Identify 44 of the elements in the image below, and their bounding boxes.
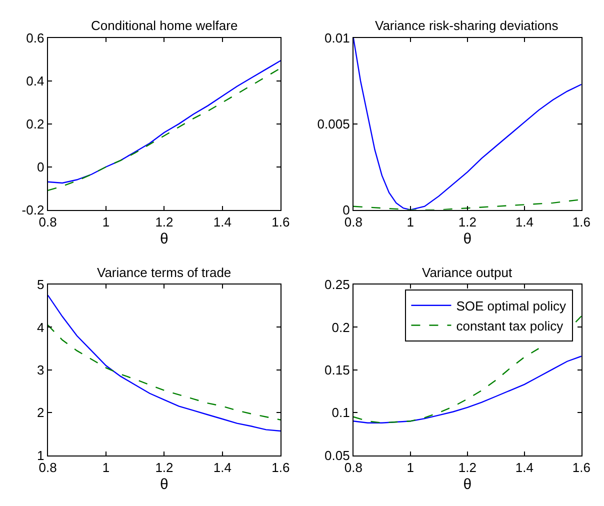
- y-tick-label: 0: [36, 159, 44, 174]
- y-tick-label: 0.15: [324, 362, 350, 378]
- y-tick-label: 0.6: [26, 30, 44, 46]
- y-tick-label: 0.005: [317, 116, 350, 132]
- x-tick-label: 1.6: [272, 460, 290, 475]
- x-axis-title: θ: [463, 476, 472, 493]
- chart-title: Variance terms of trade: [97, 265, 232, 280]
- x-tick-label: 1.2: [458, 214, 476, 230]
- x-tick-label: 1.4: [515, 460, 534, 475]
- x-axis-title: θ: [160, 476, 168, 493]
- y-tick-label: 4: [36, 320, 44, 335]
- y-tick-label: 0.25: [324, 277, 350, 292]
- line-series: [48, 324, 281, 420]
- legend-label: constant tax policy: [456, 318, 564, 334]
- x-axis-title: θ: [160, 230, 168, 248]
- chart-title: Conditional home welfare: [91, 18, 238, 33]
- y-tick-label: 0.1: [332, 405, 350, 420]
- x-tick-label: 1: [102, 214, 110, 230]
- chart-title: Variance output: [422, 265, 512, 280]
- y-tick-label: 0.4: [26, 74, 44, 89]
- line-series: [48, 294, 281, 432]
- x-tick-label: 1.4: [515, 214, 534, 230]
- y-tick-label: 3: [36, 362, 44, 378]
- x-tick-label: 1.4: [213, 460, 232, 475]
- line-series: [353, 356, 582, 424]
- x-axis-title: θ: [463, 230, 472, 248]
- y-tick-label: 5: [36, 277, 44, 292]
- y-tick-label: 2: [36, 405, 44, 420]
- x-tick-label: 1.6: [272, 214, 290, 230]
- x-tick-label: 1: [406, 460, 414, 475]
- y-tick-label: 0.2: [332, 320, 350, 335]
- legend-label: SOE optimal policy: [456, 298, 567, 314]
- line-series: [353, 38, 582, 210]
- x-tick-label: 1: [406, 214, 414, 230]
- chart-title: Variance risk-sharing deviations: [375, 18, 559, 33]
- x-tick-label: 1.4: [213, 214, 232, 230]
- x-tick-label: 1: [102, 460, 110, 475]
- x-tick-label: 1.2: [155, 460, 174, 475]
- y-tick-label: 0.01: [324, 30, 350, 46]
- x-tick-label: 1.6: [572, 460, 590, 475]
- x-tick-label: 1.2: [458, 460, 476, 475]
- x-tick-label: 1.6: [572, 214, 590, 230]
- y-tick-label: 0.2: [26, 116, 44, 132]
- x-tick-label: 1.2: [155, 214, 174, 230]
